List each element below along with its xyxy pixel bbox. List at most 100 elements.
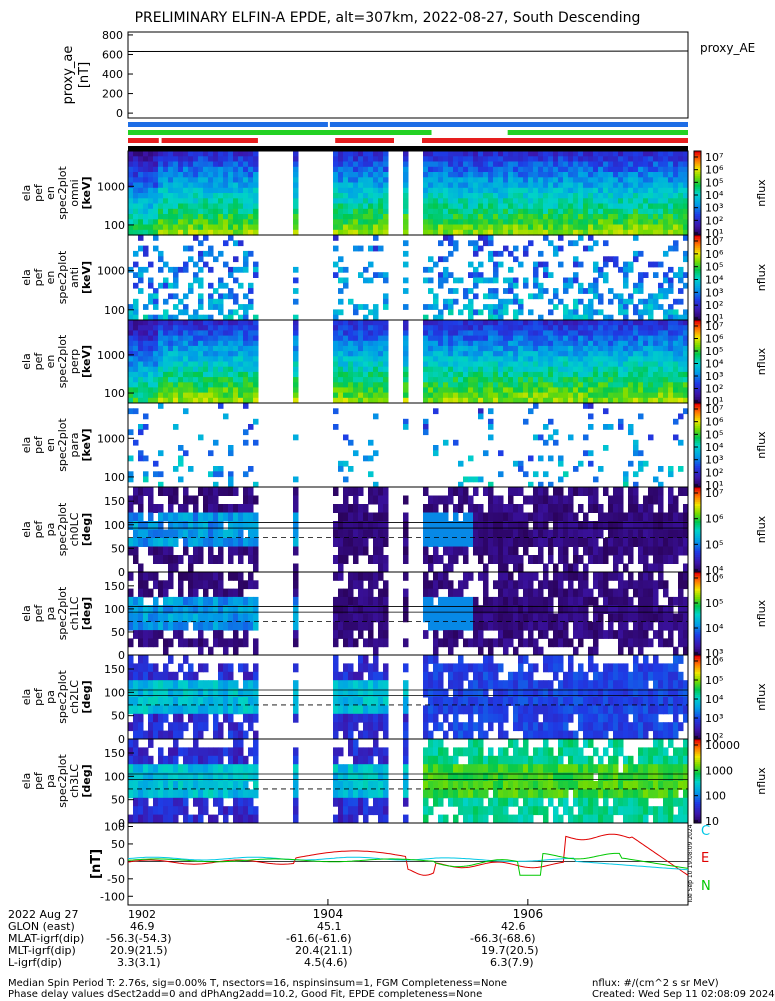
spectrogram-cell <box>198 580 204 589</box>
spectrogram-cell <box>383 356 389 362</box>
spectrogram-cell <box>358 219 364 225</box>
spectrogram-cell <box>438 172 444 178</box>
spectrogram-cell <box>348 572 354 581</box>
spectrogram-cell <box>223 198 229 204</box>
spectrogram-cell <box>633 325 639 331</box>
spectrogram-cell <box>178 309 184 315</box>
spectrogram-cell <box>338 204 344 210</box>
spectrogram-cell <box>593 555 599 564</box>
spectrogram-cell <box>208 193 214 199</box>
spectrogram-cell <box>673 183 679 189</box>
spectrogram-cell <box>598 330 604 336</box>
spectrogram-cell <box>433 372 439 378</box>
spectrogram-cell <box>158 188 164 194</box>
spectrogram-cell <box>218 214 224 220</box>
spectrogram-cell <box>663 151 669 157</box>
spectrogram-cell <box>678 330 684 336</box>
spectrogram-cell <box>138 362 144 368</box>
spectrogram-cell <box>458 172 464 178</box>
spectrogram-cell <box>633 283 639 289</box>
spectrogram-cell <box>358 214 364 220</box>
spectrogram-cell <box>558 325 564 331</box>
spectrogram-cell <box>453 440 459 446</box>
spectrogram-cell <box>643 547 649 556</box>
spectrogram-cell <box>608 496 614 505</box>
spectrogram-cell <box>213 193 219 199</box>
spectrogram-ytick-label: 100 <box>104 219 125 232</box>
spectrogram-cell <box>163 341 169 347</box>
spectrogram-cell <box>143 589 149 598</box>
spectrogram-cell <box>233 225 239 231</box>
spectrogram-cell <box>233 299 239 305</box>
spectrogram-cell <box>428 304 434 310</box>
spectrogram-cell <box>163 367 169 373</box>
spectrogram-cell <box>193 547 199 556</box>
spectrogram-cell <box>223 177 229 183</box>
spectrogram-cell <box>483 367 489 373</box>
spectrogram-cell <box>578 172 584 178</box>
spectrogram-cell <box>348 580 354 589</box>
spectrogram-cell <box>248 580 254 589</box>
spectrogram-cell <box>233 293 239 299</box>
spectrogram-cell <box>233 309 239 315</box>
spectrogram-cell <box>458 393 464 399</box>
spectrogram-cell <box>433 183 439 189</box>
spectrogram-cell <box>158 580 164 589</box>
spectrogram-cell <box>203 346 209 352</box>
spectrogram-cell <box>653 293 659 299</box>
spectrogram-cell <box>543 336 549 342</box>
spectrogram-cell <box>573 272 579 278</box>
spectrogram-cell <box>428 256 434 262</box>
spectrogram-cell <box>573 183 579 189</box>
spectrogram-cell <box>143 267 149 273</box>
spectrogram-cell <box>508 198 514 204</box>
spectrogram-cell <box>603 487 609 496</box>
spectrogram-cell <box>673 156 679 162</box>
spectrogram-cell <box>553 504 559 513</box>
spectrogram-cell <box>513 193 519 199</box>
spectrogram-cell <box>468 183 474 189</box>
spectrogram-cell <box>373 414 379 420</box>
spectrogram-cell <box>138 351 144 357</box>
spectrogram-cell <box>573 393 579 399</box>
spectrogram-cell <box>373 555 379 564</box>
spectrogram-cell <box>198 278 204 284</box>
spectrogram-cell <box>543 424 549 430</box>
spectrogram-cell <box>463 538 469 547</box>
spectrogram-cell <box>468 288 474 294</box>
spectrogram-cell <box>673 219 679 225</box>
spectrogram-cell <box>178 183 184 189</box>
spectrogram-cell <box>218 638 224 647</box>
spectrogram-cell <box>358 538 364 547</box>
spectrogram-cell <box>643 555 649 564</box>
spectrogram-cell <box>348 183 354 189</box>
spectrogram-cell <box>503 336 509 342</box>
spectrogram-cell <box>498 341 504 347</box>
spectrogram-cell <box>373 377 379 383</box>
spectrogram-cell <box>343 209 349 215</box>
spectrogram-cell <box>528 183 534 189</box>
spectrogram-cell <box>498 564 504 573</box>
spectrogram-cell <box>243 309 249 315</box>
spectrogram-cell <box>348 387 354 393</box>
spectrogram-cell <box>518 320 524 326</box>
spectrogram-cell <box>143 393 149 399</box>
spectrogram-cell <box>593 288 599 294</box>
spectrogram-cell <box>158 267 164 273</box>
spectrogram-cell <box>583 487 589 496</box>
spectrogram-cell <box>518 504 524 513</box>
spectrogram-cell <box>238 513 244 522</box>
spectrogram-cell <box>488 367 494 373</box>
spectrogram-cell <box>158 151 164 157</box>
spectrogram-cell <box>448 351 454 357</box>
spectrogram-cell <box>638 547 644 556</box>
spectrogram-cell <box>583 214 589 220</box>
spectrogram-cell <box>378 246 384 252</box>
spectrogram-cell <box>573 256 579 262</box>
spectrogram-cell <box>583 362 589 368</box>
spectrogram-cell <box>198 240 204 246</box>
spectrogram-cell <box>253 267 259 273</box>
spectrogram-cell <box>543 440 549 446</box>
spectrogram-cell <box>133 204 139 210</box>
spectrogram-cell <box>518 461 524 467</box>
